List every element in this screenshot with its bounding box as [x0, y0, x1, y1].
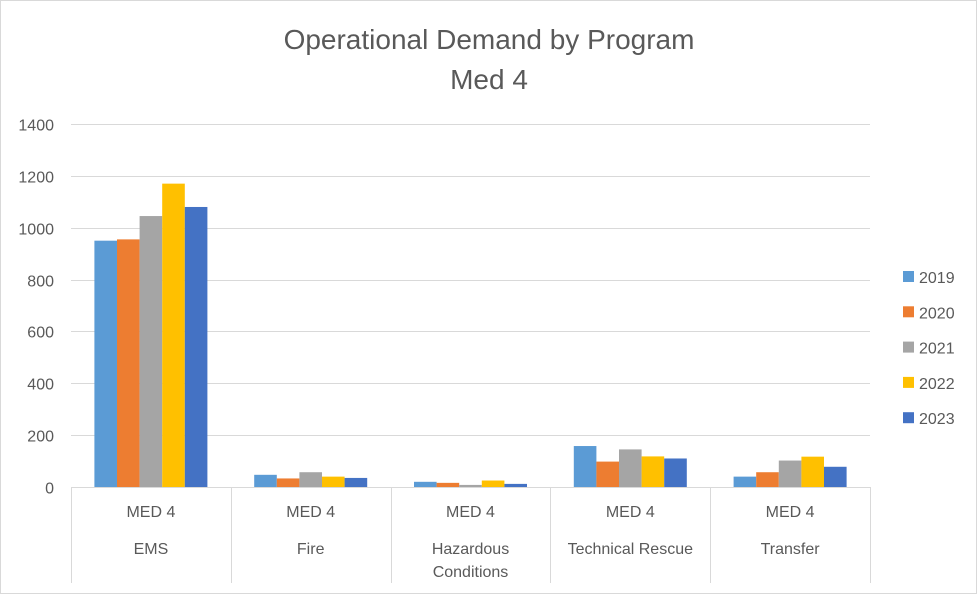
bar-2019-0 [94, 240, 117, 487]
y-tick-label-800: 800 [27, 274, 54, 291]
bar-2022-4 [801, 456, 824, 487]
bar-2020-2 [436, 482, 460, 487]
bar-2023-1 [344, 477, 368, 487]
bar-2022-2 [481, 480, 505, 487]
legend-swatch-2022 [903, 376, 914, 388]
y-tick-label-400: 400 [27, 377, 54, 394]
bar-2022-3 [641, 456, 665, 487]
bar-2019-4 [733, 476, 757, 487]
bar-2020-3 [596, 461, 619, 487]
legend-label-2022: 2022 [919, 376, 955, 393]
bar-2019-3 [573, 446, 597, 487]
y-tick-label-0: 0 [45, 481, 54, 498]
x-category-label-2-1: Conditions [433, 564, 509, 581]
legend-label-2021: 2021 [919, 341, 955, 358]
legend-swatch-2023 [903, 412, 914, 424]
bar-2021-0 [139, 216, 163, 488]
legend: 2019 2020 2021 2022 2023 [903, 270, 955, 428]
bar-2019-2 [414, 481, 437, 487]
y-tick-label-1400: 1400 [18, 118, 54, 135]
chart-title: Operational Demand by Program [284, 24, 695, 55]
bar-2020-0 [117, 239, 140, 487]
x-group-label-3: MED 4 [606, 504, 655, 521]
x-axis: MED 4 EMS MED 4 Fire MED 4 Hazardous Condition… [71, 487, 871, 583]
bar-2021-3 [619, 449, 642, 487]
bar-2021-2 [459, 484, 482, 487]
x-group-label-2: MED 4 [446, 504, 495, 521]
bar-2023-4 [824, 466, 847, 487]
bars [94, 183, 847, 488]
x-category-label-2-0: Hazardous [432, 541, 509, 558]
bar-2022-0 [162, 183, 185, 487]
y-axis-ticks: 0 200 400 600 800 1000 1200 1400 [18, 118, 54, 498]
legend-swatch-2019 [903, 271, 914, 282]
bar-2023-3 [664, 458, 687, 487]
bar-2023-2 [504, 483, 527, 487]
x-category-label-0-0: EMS [134, 541, 169, 558]
bar-2020-4 [756, 472, 779, 487]
y-tick-label-1000: 1000 [18, 222, 54, 239]
x-group-label-0: MED 4 [126, 504, 175, 521]
legend-label-2020: 2020 [919, 305, 955, 322]
bar-2022-1 [322, 476, 345, 487]
chart-subtitle: Med 4 [450, 64, 528, 95]
x-group-label-1: MED 4 [286, 504, 335, 521]
legend-swatch-2020 [903, 306, 914, 318]
y-tick-label-1200: 1200 [18, 170, 54, 187]
x-category-label-4-0: Transfer [761, 541, 821, 558]
bar-2020-1 [276, 478, 300, 487]
x-category-label-3-0: Technical Rescue [568, 541, 694, 558]
y-tick-label-600: 600 [27, 325, 54, 342]
y-tick-label-200: 200 [27, 429, 54, 446]
x-group-label-4: MED 4 [766, 504, 815, 521]
bar-2021-4 [778, 460, 802, 487]
bar-2019-1 [254, 474, 277, 487]
legend-label-2023: 2023 [919, 411, 955, 428]
bar-2021-1 [299, 472, 322, 487]
x-category-label-1-0: Fire [297, 541, 325, 558]
legend-swatch-2021 [903, 341, 914, 353]
legend-label-2019: 2019 [919, 270, 955, 287]
bar-2023-0 [184, 206, 208, 487]
